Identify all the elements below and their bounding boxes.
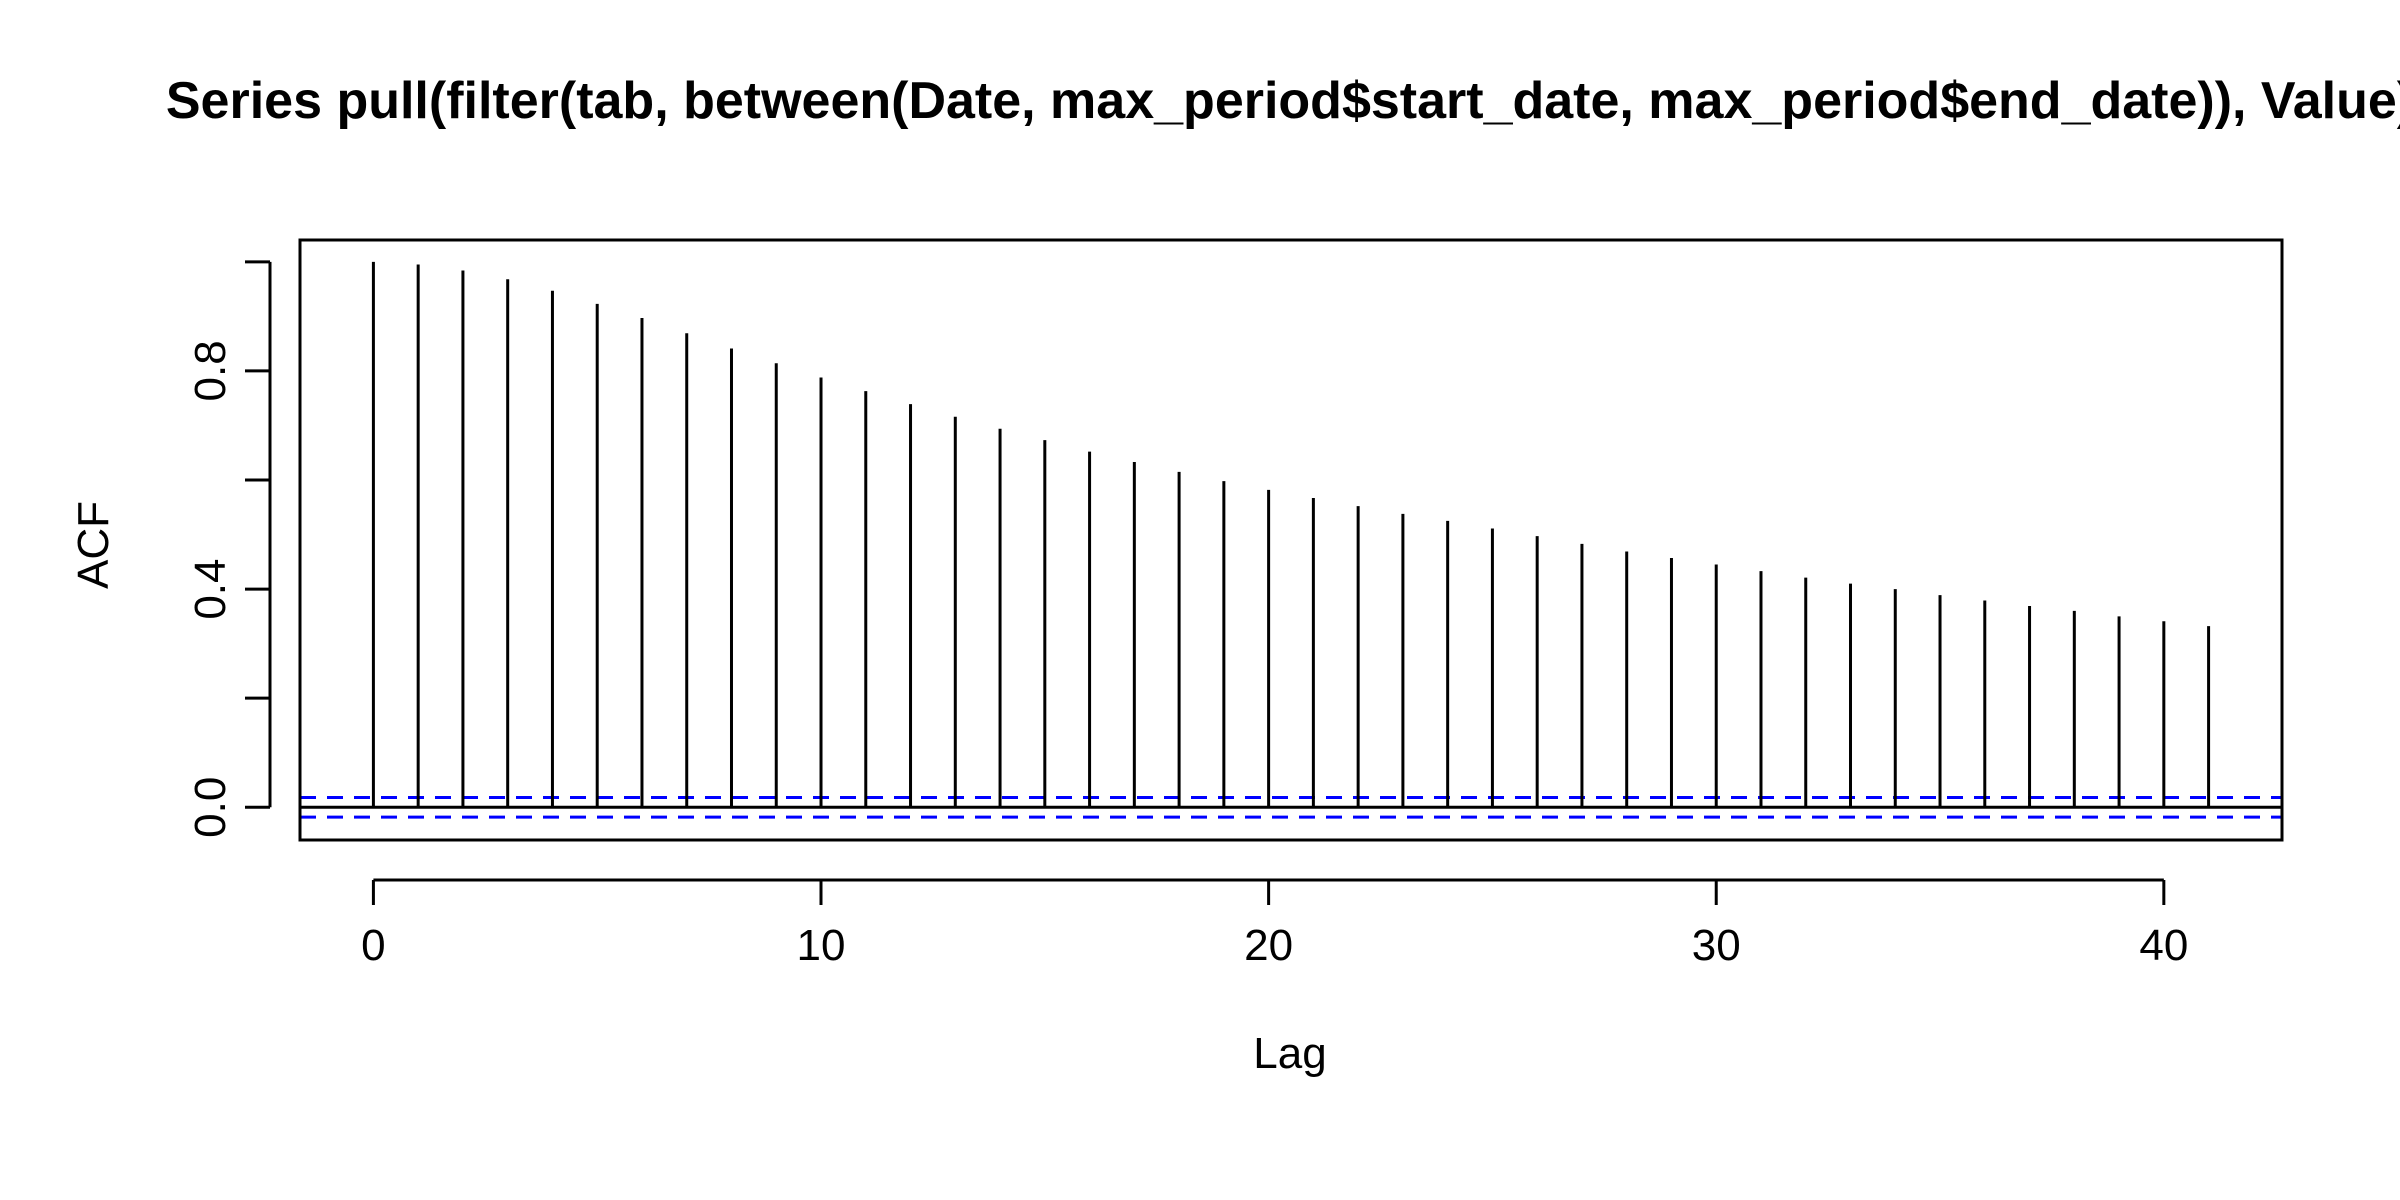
x-tick-label-40: 40 [2139, 921, 2188, 970]
plot-frame [298, 238, 2284, 842]
y-axis-label: ACF [69, 501, 118, 589]
y-tick-label-4: 0.8 [186, 340, 235, 401]
x-tick-label-10: 10 [797, 921, 846, 970]
plot-area: 0 10 20 30 40 0.0 0.4 0.8 [186, 238, 2284, 970]
x-tick-label-20: 20 [1244, 921, 1293, 970]
x-tick-label-30: 30 [1692, 921, 1741, 970]
chart-title: Series pull(filter(tab, between(Date, ma… [166, 72, 2400, 130]
y-tick-label-2: 0.4 [186, 559, 235, 620]
y-tick-label-0: 0.0 [186, 777, 235, 838]
x-axis-label: Lag [1253, 1029, 1326, 1078]
x-tick-label-0: 0 [361, 921, 385, 970]
